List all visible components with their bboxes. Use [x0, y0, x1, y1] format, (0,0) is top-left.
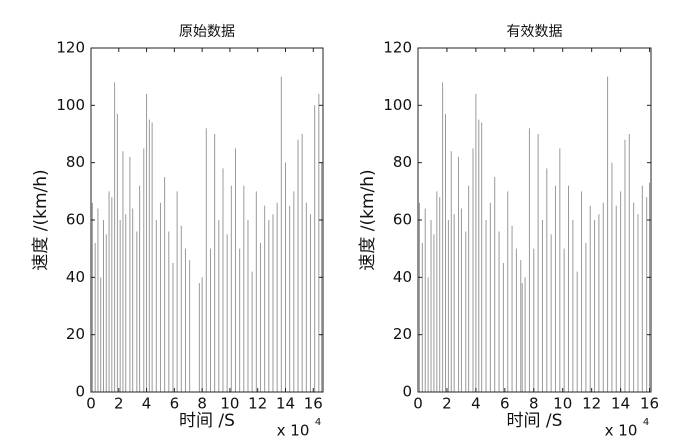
x-tick-label: 16	[640, 395, 659, 413]
y-tick-label: 40	[66, 268, 85, 286]
subplot-title: 有效数据	[507, 24, 563, 40]
y-tick-label: 100	[383, 96, 412, 114]
x-tick-label: 2	[442, 395, 452, 413]
x-tick-label: 8	[197, 395, 207, 413]
x-tick-label: 0	[86, 395, 96, 413]
x-tick-label: 2	[114, 395, 124, 413]
x-tick-label: 0	[413, 395, 423, 413]
x-tick-label: 16	[304, 395, 323, 413]
x-tick-label: 12	[582, 395, 601, 413]
y-tick-label: 100	[56, 96, 85, 114]
y-tick-label: 120	[383, 39, 412, 57]
y-tick-label: 40	[393, 268, 412, 286]
x-exponent: 4	[315, 417, 321, 428]
x-tick-label: 12	[248, 395, 267, 413]
x-multiplier: x 10	[605, 422, 638, 440]
x-tick-label: 10	[220, 395, 239, 413]
y-tick-label: 80	[66, 153, 85, 171]
x-multiplier: x 10	[277, 422, 310, 440]
x-tick-label: 4	[142, 395, 152, 413]
y-tick-label: 60	[393, 211, 412, 229]
x-tick-label: 4	[471, 395, 481, 413]
x-axis-label: 时间 /S	[179, 411, 235, 431]
x-tick-label: 14	[276, 395, 295, 413]
x-tick-label: 8	[529, 395, 539, 413]
y-tick-label: 60	[66, 211, 85, 229]
y-tick-label: 80	[393, 153, 412, 171]
y-axis-label: 速度 /(km/h)	[358, 169, 378, 270]
x-axis-label: 时间 /S	[507, 411, 563, 431]
x-tick-label: 10	[553, 395, 572, 413]
y-tick-label: 20	[66, 325, 85, 343]
x-tick-label: 14	[611, 395, 630, 413]
y-tick-label: 20	[393, 325, 412, 343]
x-tick-label: 6	[170, 395, 180, 413]
y-tick-label: 120	[56, 39, 85, 57]
x-exponent: 4	[643, 417, 649, 428]
y-tick-label: 0	[75, 383, 85, 401]
subplot-title: 原始数据	[179, 24, 235, 40]
x-tick-label: 6	[500, 395, 510, 413]
y-axis-label: 速度 /(km/h)	[31, 169, 51, 270]
y-tick-label: 0	[402, 383, 412, 401]
